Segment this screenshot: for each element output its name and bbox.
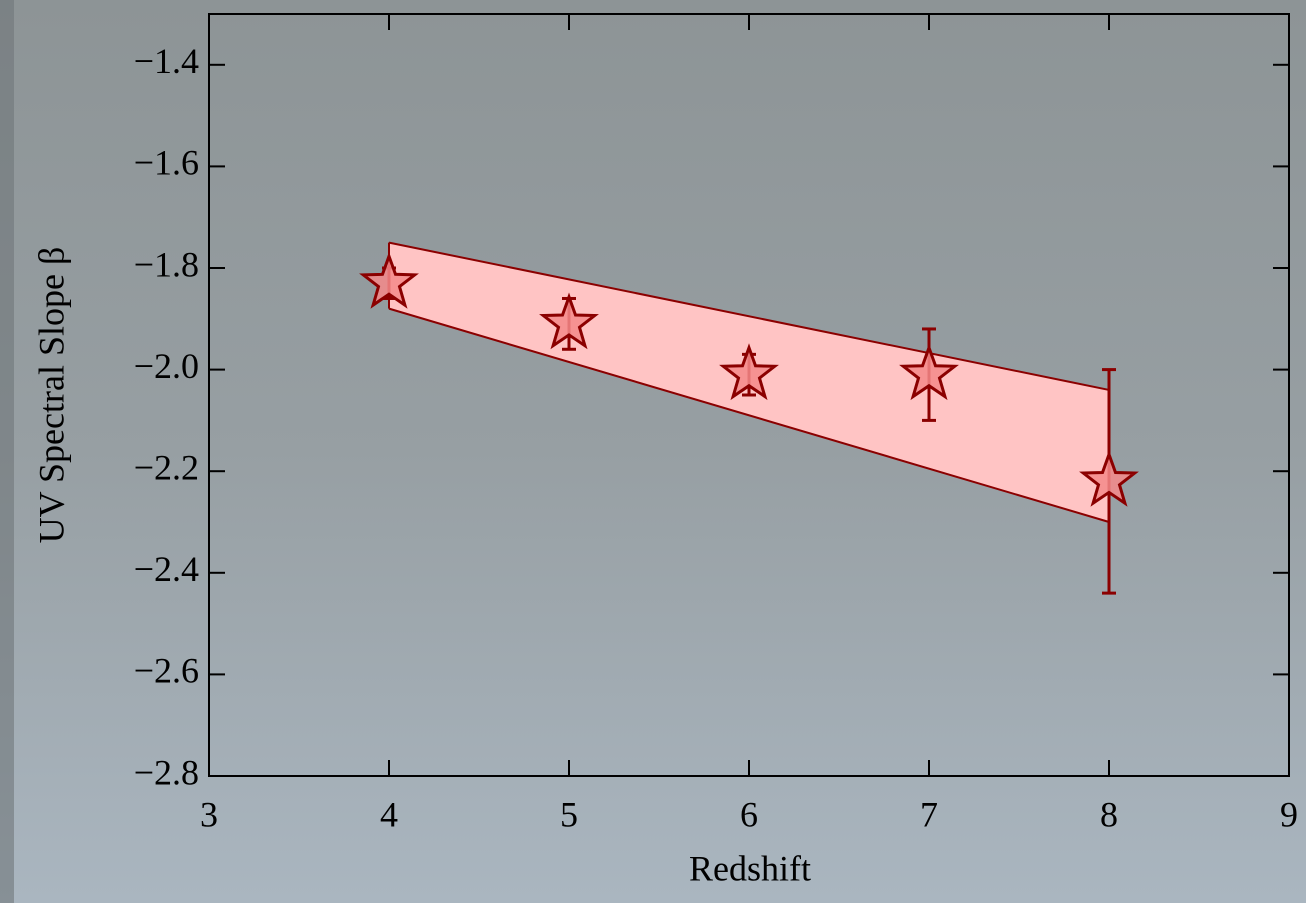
x-tick-label: 7 — [920, 794, 938, 834]
y-tick-label: −2.6 — [134, 651, 199, 691]
x-tick-label: 6 — [740, 794, 758, 834]
x-tick-label: 5 — [560, 794, 578, 834]
y-axis-label: UV Spectral Slope β — [31, 247, 71, 544]
band-edge — [388, 241, 1110, 391]
star-marker — [1079, 449, 1139, 507]
y-tick-label: −2.2 — [134, 447, 199, 487]
background-edge — [0, 0, 14, 903]
band-edge — [388, 307, 1110, 523]
y-tick-label: −1.8 — [134, 244, 199, 284]
star-marker — [899, 343, 959, 401]
y-tick-label: −1.6 — [134, 143, 199, 183]
y-tick-label: −2.0 — [134, 346, 199, 386]
star-marker — [359, 251, 419, 309]
x-axis-label: Redshift — [689, 848, 811, 888]
x-tick-label: 3 — [200, 794, 218, 834]
y-tick-label: −2.4 — [134, 549, 199, 589]
plot-area — [359, 241, 1139, 595]
star-marker — [539, 292, 599, 350]
x-tick-label: 8 — [1100, 794, 1118, 834]
star-marker — [719, 343, 779, 401]
y-tick-label: −1.4 — [134, 41, 199, 81]
y-tick-label: −2.8 — [134, 752, 199, 792]
x-tick-label: 4 — [380, 794, 398, 834]
x-tick-label: 9 — [1280, 794, 1298, 834]
